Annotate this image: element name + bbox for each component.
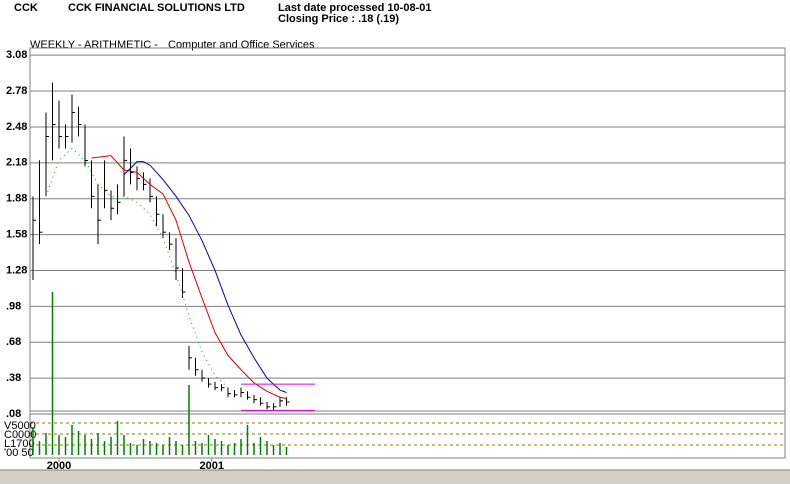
subtitle: WEEKLY - ARITHMETIC - bbox=[30, 39, 158, 51]
y-tick-label: 1.58 bbox=[6, 228, 27, 240]
company: CCK FINANCIAL SOLUTIONS LTD bbox=[68, 2, 245, 14]
x-tick-label: 2001 bbox=[200, 460, 224, 472]
volume-label: V5000 bbox=[4, 420, 36, 432]
y-tick-label: 2.18 bbox=[6, 157, 27, 169]
y-tick-label: 2.48 bbox=[6, 121, 27, 133]
moving-average bbox=[91, 155, 287, 399]
last-date: Last date processed 10-08-01 bbox=[278, 2, 431, 14]
volume-label: L1700 bbox=[4, 438, 35, 450]
y-tick-label: 2.78 bbox=[6, 85, 27, 97]
y-tick-label: 1.88 bbox=[6, 193, 27, 205]
y-tick-label: .08 bbox=[6, 408, 21, 420]
status-strip bbox=[0, 470, 790, 484]
moving-average bbox=[123, 161, 287, 393]
volume-label: C0000 bbox=[4, 429, 36, 441]
x-tick-label: 2000 bbox=[47, 460, 71, 472]
plot-frame bbox=[29, 47, 786, 459]
sector: Computer and Office Services bbox=[168, 39, 315, 51]
volume-label: '00 50 bbox=[4, 447, 34, 459]
y-tick-label: .98 bbox=[6, 300, 21, 312]
y-tick-label: .68 bbox=[6, 336, 21, 348]
y-tick-label: 1.28 bbox=[6, 264, 27, 276]
ticker: CCK bbox=[14, 2, 38, 14]
moving-average bbox=[45, 147, 229, 389]
y-tick-label: .38 bbox=[6, 372, 21, 384]
closing-price: Closing Price : .18 (.19) bbox=[278, 13, 399, 25]
y-tick-label: 3.08 bbox=[6, 49, 27, 61]
